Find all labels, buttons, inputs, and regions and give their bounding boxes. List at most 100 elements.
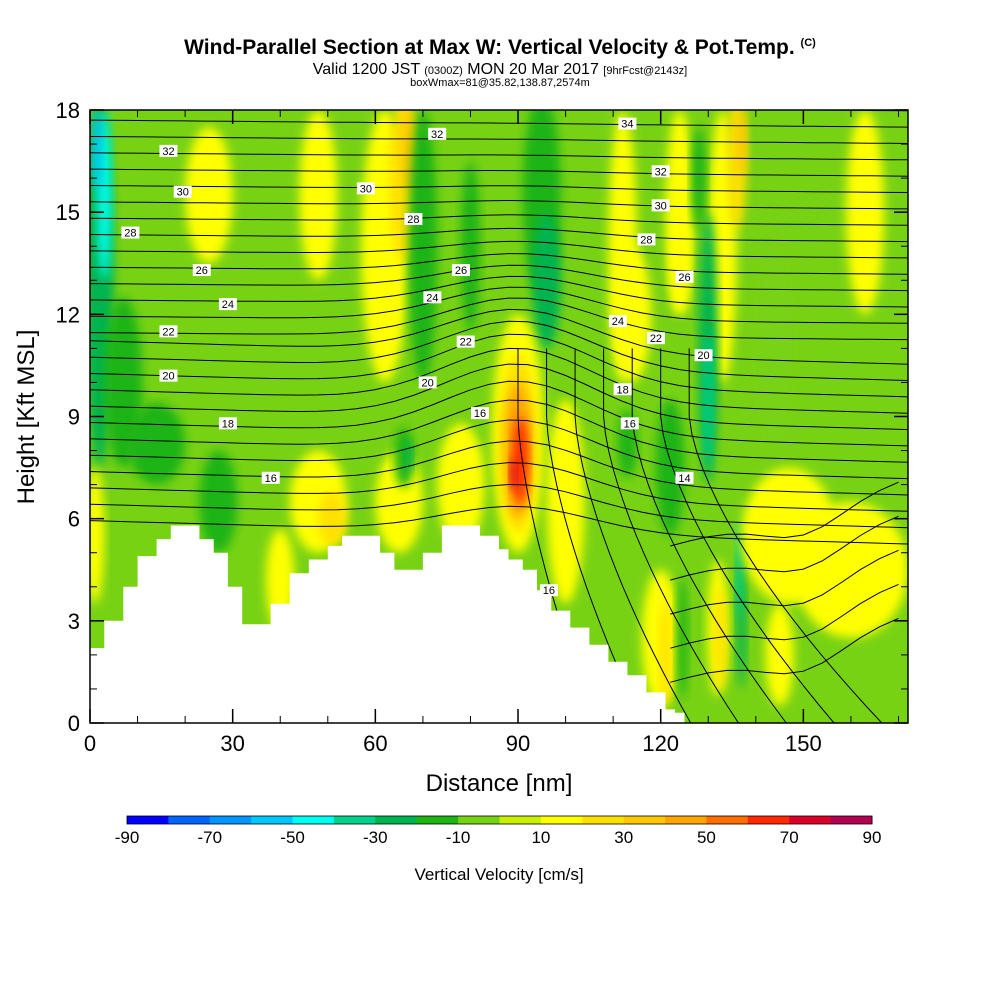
contour-label: 18 — [218, 417, 237, 430]
theta-contour — [90, 320, 908, 381]
axes: 0 30 60 90 120 150 0 3 6 9 12 15 18 — [56, 98, 908, 756]
colorbar-tick-label: -50 — [280, 828, 305, 847]
y-tick-label: 18 — [56, 98, 80, 123]
colorbar-swatch — [168, 816, 211, 824]
theta-contour — [90, 119, 908, 128]
theta-contour — [670, 481, 899, 547]
velocity-cell — [532, 212, 561, 349]
velocity-cell — [676, 576, 688, 700]
theta-contour — [90, 253, 908, 275]
contour-label: 28 — [637, 233, 656, 246]
velocity-cell — [460, 161, 480, 332]
colorbar-swatch — [292, 816, 335, 824]
theta-contour — [90, 136, 908, 144]
theta-contour — [670, 515, 899, 581]
colorbar-tick-label: -10 — [446, 828, 471, 847]
theta-contour — [90, 347, 908, 414]
potential-temperature-contours — [90, 110, 908, 723]
x-tick-label: 30 — [220, 731, 244, 756]
contour-label: 32 — [428, 127, 447, 141]
svg-text:30: 30 — [177, 187, 189, 199]
svg-text:20: 20 — [162, 371, 174, 383]
svg-text:28: 28 — [640, 234, 652, 246]
theta-contour — [603, 348, 739, 723]
theta-contour — [90, 152, 908, 161]
theta-contour — [90, 333, 908, 398]
contour-label: 18 — [613, 383, 632, 396]
colorbar-tick-label: 50 — [697, 828, 716, 847]
theta-contour — [90, 297, 908, 341]
velocity-cell — [299, 110, 338, 281]
contour-label: 28 — [404, 212, 423, 226]
svg-text:16: 16 — [543, 585, 555, 597]
colorbar: -90 -70 -50 -30 -10 10 30 50 70 90 — [115, 815, 881, 847]
svg-text:16: 16 — [265, 473, 277, 485]
theta-contour — [670, 617, 899, 683]
colorbar-label: Vertical Velocity [cm/s] — [414, 865, 583, 884]
contour-label: 26 — [675, 270, 694, 284]
contour-label: 32 — [159, 144, 178, 158]
contour-label: 24 — [423, 291, 442, 304]
colorbar-tick-label: 70 — [780, 828, 799, 847]
velocity-cell — [199, 450, 238, 553]
contour-label: 14 — [675, 471, 694, 485]
x-tick-label: 0 — [84, 731, 96, 756]
svg-text:34: 34 — [621, 119, 633, 131]
contour-label: 22 — [159, 325, 178, 338]
velocity-cell — [404, 440, 413, 475]
svg-text:28: 28 — [124, 228, 136, 240]
velocity-cell — [512, 416, 529, 506]
chart-box-info: boxWmax=81@35.82,138.87,2574m — [410, 77, 590, 89]
velocity-cell — [318, 491, 347, 546]
colorbar-tick-label: -70 — [198, 828, 223, 847]
y-tick-label: 0 — [68, 711, 80, 736]
colorbar-swatch — [540, 816, 583, 824]
velocity-cell — [128, 402, 186, 485]
colorbar-swatch — [458, 816, 500, 824]
svg-text:32: 32 — [655, 166, 667, 178]
contour-label: 32 — [651, 165, 670, 178]
colorbar-swatch — [251, 816, 294, 824]
velocity-cell — [691, 127, 706, 230]
svg-text:16: 16 — [474, 408, 486, 420]
theta-contour — [660, 348, 835, 723]
theta-contour — [90, 240, 908, 259]
colorbar-tick-label: 10 — [531, 828, 550, 847]
y-tick-label: 6 — [68, 507, 80, 532]
velocity-cell — [90, 467, 105, 604]
y-tick-label: 9 — [68, 405, 80, 430]
svg-text:24: 24 — [612, 316, 624, 328]
velocity-cell — [736, 110, 747, 179]
svg-text:32: 32 — [162, 146, 174, 158]
theta-contour — [90, 214, 908, 226]
contour-label: 34 — [618, 117, 637, 131]
contour-label: 20 — [159, 369, 178, 383]
theta-contour — [90, 399, 908, 463]
velocity-cell — [509, 457, 517, 492]
svg-text:24: 24 — [222, 299, 234, 311]
colorbar-swatch — [747, 816, 790, 824]
chart-title: Wind-Parallel Section at Max W: Vertical… — [184, 36, 816, 59]
contour-label: 24 — [218, 298, 237, 311]
chart-subtitle: Valid 1200 JST (0300Z) MON 20 Mar 2017 [… — [312, 61, 688, 78]
velocity-cell — [755, 246, 794, 451]
velocity-cell — [408, 110, 438, 383]
theta-contour — [90, 505, 908, 545]
svg-text:22: 22 — [460, 337, 472, 349]
x-tick-label: 90 — [506, 731, 530, 756]
svg-text:26: 26 — [455, 265, 467, 277]
colorbar-tick-label: -90 — [115, 828, 140, 847]
colorbar-swatch — [127, 816, 169, 824]
x-tick-label: 150 — [785, 731, 822, 756]
contour-label: 30 — [651, 199, 670, 212]
svg-text:20: 20 — [697, 350, 709, 362]
theta-contour — [90, 227, 908, 243]
contour-label: 30 — [173, 185, 192, 199]
contour-label: 30 — [356, 182, 375, 195]
svg-text:14: 14 — [678, 473, 690, 485]
x-tick-label: 60 — [363, 731, 387, 756]
svg-text:20: 20 — [422, 377, 434, 389]
svg-text:30: 30 — [655, 200, 667, 212]
colorbar-swatch — [623, 816, 666, 824]
theta-contour — [90, 363, 908, 431]
